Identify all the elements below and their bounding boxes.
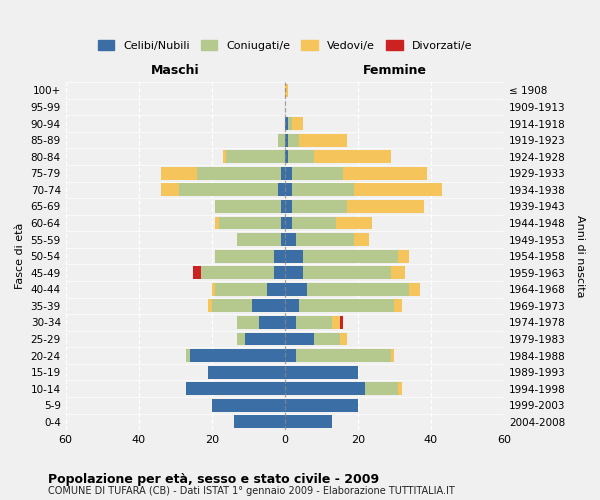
Bar [238, 316, 259, 329]
Bar [285, 283, 307, 296]
Bar [285, 382, 365, 395]
Bar [292, 167, 343, 180]
Bar [343, 167, 427, 180]
Bar [296, 316, 332, 329]
Bar [285, 216, 292, 230]
Y-axis label: Fasce di età: Fasce di età [15, 223, 25, 290]
Legend: Celibi/Nubili, Coniugati/e, Vedovi/e, Divorzati/e: Celibi/Nubili, Coniugati/e, Vedovi/e, Di… [93, 36, 476, 55]
Bar [238, 233, 281, 246]
Bar [307, 283, 409, 296]
Bar [259, 316, 285, 329]
Bar [179, 184, 278, 196]
Bar [332, 316, 340, 329]
Bar [201, 266, 274, 279]
Bar [285, 233, 296, 246]
Text: COMUNE DI TUFARA (CB) - Dati ISTAT 1° gennaio 2009 - Elaborazione TUTTITALIA.IT: COMUNE DI TUFARA (CB) - Dati ISTAT 1° ge… [48, 486, 455, 496]
Bar [314, 150, 391, 163]
Text: Femmine: Femmine [362, 64, 427, 77]
Bar [354, 233, 369, 246]
Bar [278, 134, 285, 146]
Bar [340, 316, 343, 329]
Bar [285, 167, 292, 180]
Bar [233, 416, 285, 428]
Bar [266, 283, 285, 296]
Bar [215, 216, 219, 230]
Bar [252, 300, 285, 312]
Bar [285, 366, 358, 378]
Bar [215, 250, 274, 262]
Bar [208, 366, 285, 378]
Bar [303, 266, 391, 279]
Bar [391, 266, 406, 279]
Bar [391, 349, 394, 362]
Bar [215, 200, 281, 213]
Bar [285, 117, 289, 130]
Bar [212, 399, 285, 411]
Bar [299, 300, 394, 312]
Bar [340, 332, 347, 345]
Bar [215, 283, 266, 296]
Y-axis label: Anni di nascita: Anni di nascita [575, 215, 585, 298]
Bar [238, 332, 245, 345]
Bar [219, 216, 281, 230]
Bar [296, 349, 391, 362]
Bar [197, 167, 281, 180]
Bar [285, 266, 303, 279]
Bar [292, 216, 336, 230]
Text: Popolazione per età, sesso e stato civile - 2009: Popolazione per età, sesso e stato civil… [48, 472, 379, 486]
Bar [285, 84, 289, 97]
Bar [289, 134, 299, 146]
Bar [296, 233, 354, 246]
Bar [285, 416, 332, 428]
Bar [285, 399, 358, 411]
Bar [354, 184, 442, 196]
Bar [285, 184, 292, 196]
Bar [274, 250, 285, 262]
Bar [409, 283, 420, 296]
Bar [212, 283, 215, 296]
Bar [212, 300, 252, 312]
Bar [398, 382, 401, 395]
Bar [245, 332, 285, 345]
Bar [278, 184, 285, 196]
Bar [186, 382, 285, 395]
Bar [347, 200, 424, 213]
Bar [285, 150, 289, 163]
Bar [314, 332, 340, 345]
Bar [336, 216, 373, 230]
Bar [161, 184, 179, 196]
Bar [285, 250, 303, 262]
Text: Maschi: Maschi [151, 64, 200, 77]
Bar [394, 300, 401, 312]
Bar [186, 349, 190, 362]
Bar [365, 382, 398, 395]
Bar [292, 184, 354, 196]
Bar [292, 200, 347, 213]
Bar [223, 150, 226, 163]
Bar [161, 167, 197, 180]
Bar [285, 332, 314, 345]
Bar [285, 200, 292, 213]
Bar [303, 250, 398, 262]
Bar [289, 150, 314, 163]
Bar [292, 117, 303, 130]
Bar [285, 316, 296, 329]
Bar [208, 300, 212, 312]
Bar [285, 134, 289, 146]
Bar [289, 117, 292, 130]
Bar [285, 300, 299, 312]
Bar [193, 266, 201, 279]
Bar [285, 349, 296, 362]
Bar [299, 134, 347, 146]
Bar [281, 200, 285, 213]
Bar [281, 216, 285, 230]
Bar [274, 266, 285, 279]
Bar [226, 150, 285, 163]
Bar [190, 349, 285, 362]
Bar [281, 233, 285, 246]
Bar [281, 167, 285, 180]
Bar [398, 250, 409, 262]
